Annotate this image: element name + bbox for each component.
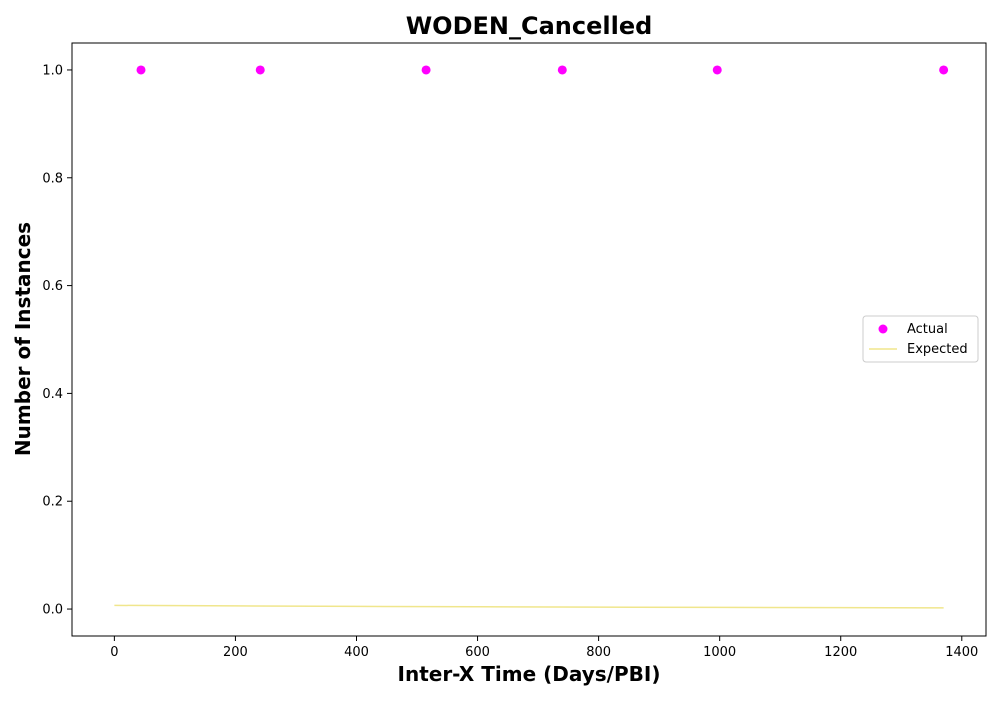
y-tick-label: 1.0	[42, 63, 63, 78]
x-tick-label: 1400	[945, 645, 978, 660]
y-tick-label: 0.2	[42, 495, 63, 510]
x-axis-title: Inter-X Time (Days/PBI)	[398, 662, 661, 686]
y-axis: 0.0 0.2 0.4 0.6 0.8 1.0	[42, 63, 72, 618]
y-tick-label: 0.4	[42, 387, 63, 402]
x-tick-label: 800	[586, 645, 611, 660]
plot-area	[114, 65, 949, 609]
data-point-actual	[939, 65, 949, 75]
x-tick-label: 400	[344, 645, 369, 660]
y-tick-label: 0.0	[42, 603, 63, 618]
x-tick-label: 1200	[824, 645, 857, 660]
data-point-actual	[255, 65, 265, 75]
x-tick-label: 600	[465, 645, 490, 660]
y-axis-title: Number of Instances	[11, 222, 35, 456]
x-tick-label: 200	[223, 645, 248, 660]
plot-frame	[71, 42, 987, 637]
y-tick-label: 0.8	[42, 171, 63, 186]
y-tick-label: 0.6	[42, 279, 63, 294]
legend-box	[862, 315, 979, 363]
x-tick-label: 1000	[703, 645, 736, 660]
data-point-actual	[712, 65, 722, 75]
legend-marker-actual	[878, 324, 888, 334]
data-point-actual	[557, 65, 567, 75]
x-axis: 0 200 400 600 800 1000 1200 1400	[110, 636, 978, 660]
x-tick-label: 0	[110, 645, 118, 660]
chart-title: WODEN_Cancelled	[406, 12, 653, 40]
legend-label-expected: Expected	[907, 342, 968, 357]
series-line-expected	[114, 604, 944, 609]
data-point-actual	[136, 65, 146, 75]
legend: Actual Expected	[862, 315, 979, 363]
legend-label-actual: Actual	[907, 322, 948, 337]
data-point-actual	[421, 65, 431, 75]
